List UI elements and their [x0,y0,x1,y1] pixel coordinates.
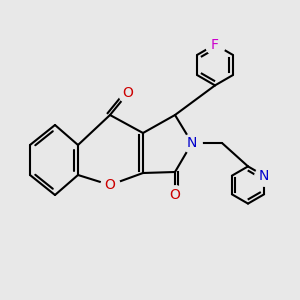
Text: F: F [211,38,219,52]
Text: O: O [123,86,134,100]
Text: N: N [187,136,197,150]
Text: O: O [105,178,116,192]
Text: O: O [169,188,180,202]
Text: N: N [259,169,269,183]
